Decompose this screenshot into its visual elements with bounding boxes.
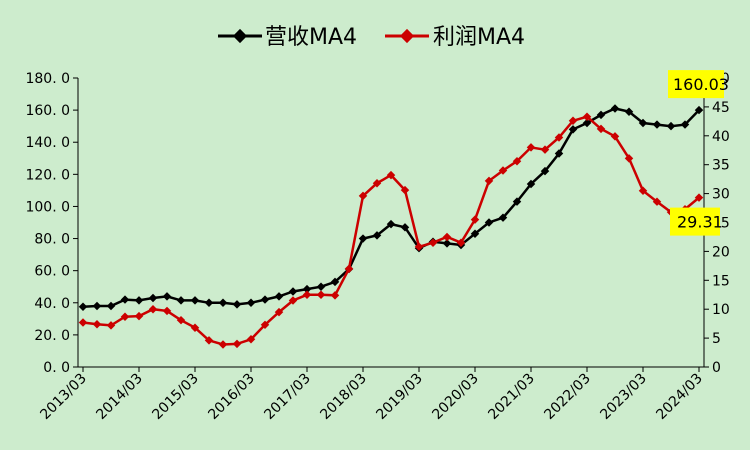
data-point[interactable] — [302, 290, 312, 299]
callout-profit: 29.31 — [670, 207, 723, 236]
data-point[interactable] — [386, 170, 396, 180]
data-point[interactable] — [218, 340, 228, 349]
data-point[interactable] — [288, 287, 298, 296]
data-point[interactable] — [148, 304, 158, 314]
data-point[interactable] — [274, 292, 284, 301]
data-point[interactable] — [344, 264, 354, 273]
series-revenue — [78, 104, 704, 312]
right-tick-label: 5 — [712, 331, 721, 347]
right-tick-label: 20 — [712, 244, 730, 260]
left-tick-label: 180. 0 — [25, 71, 70, 87]
data-point[interactable] — [190, 323, 200, 332]
data-point[interactable] — [442, 232, 452, 242]
data-point[interactable] — [204, 298, 214, 308]
data-point[interactable] — [106, 321, 116, 330]
left-tick-label: 40. 0 — [34, 296, 70, 312]
left-tick-label: 20. 0 — [34, 328, 70, 344]
data-point[interactable] — [330, 291, 340, 300]
data-point[interactable] — [400, 185, 410, 195]
data-point[interactable] — [400, 223, 410, 232]
data-point[interactable] — [78, 318, 88, 327]
right-tick-label: 0 — [712, 360, 721, 376]
data-point[interactable] — [442, 239, 452, 248]
data-point[interactable] — [288, 296, 298, 305]
data-point[interactable] — [456, 238, 466, 247]
data-point[interactable] — [78, 302, 88, 312]
left-tick-label: 0. 0 — [43, 360, 70, 376]
right-tick-label: 45 — [712, 100, 730, 116]
data-point[interactable] — [470, 229, 480, 238]
callout-profit-label: 29.31 — [677, 213, 723, 232]
data-point[interactable] — [386, 219, 396, 229]
data-point[interactable] — [428, 238, 438, 247]
data-point[interactable] — [316, 290, 326, 299]
right-tick-label: 15 — [712, 273, 730, 289]
data-point[interactable] — [120, 295, 130, 304]
data-point[interactable] — [106, 301, 116, 311]
data-point[interactable] — [372, 178, 382, 188]
data-point[interactable] — [372, 231, 382, 240]
data-point[interactable] — [232, 300, 242, 309]
data-point[interactable] — [232, 339, 242, 349]
data-point[interactable] — [414, 242, 424, 252]
legend-item-profit[interactable]: 利润MA4 — [385, 25, 525, 50]
data-point[interactable] — [470, 215, 480, 224]
data-point[interactable] — [316, 282, 326, 291]
right-tick-label: 35 — [712, 158, 730, 174]
left-tick-label: 80. 0 — [34, 232, 70, 248]
data-point[interactable] — [218, 298, 228, 308]
right-tick-label: 40 — [712, 129, 730, 145]
data-point[interactable] — [330, 277, 340, 287]
data-point[interactable] — [134, 311, 144, 321]
data-point[interactable] — [162, 306, 172, 316]
data-point[interactable] — [358, 234, 368, 243]
data-point[interactable] — [302, 284, 312, 294]
left-tick-label: 60. 0 — [34, 264, 70, 280]
legend-label-revenue: 营收MA4 — [265, 25, 357, 50]
data-point[interactable] — [176, 315, 186, 325]
data-point[interactable] — [498, 166, 508, 175]
right-tick-label: 10 — [712, 302, 730, 318]
left-tick-label: 120. 0 — [25, 167, 70, 183]
data-point[interactable] — [204, 336, 214, 345]
data-point[interactable] — [260, 295, 270, 304]
data-point[interactable] — [358, 191, 368, 201]
data-point[interactable] — [498, 213, 508, 222]
data-point[interactable] — [176, 296, 186, 305]
data-point[interactable] — [120, 312, 130, 321]
data-point[interactable] — [92, 319, 102, 329]
data-point[interactable] — [134, 296, 144, 305]
legend-marker-profit — [399, 28, 415, 44]
left-tick-label: 100. 0 — [25, 199, 70, 215]
data-point[interactable] — [92, 301, 102, 311]
data-point[interactable] — [246, 298, 256, 308]
series-profit — [78, 112, 704, 349]
data-point[interactable] — [190, 296, 200, 305]
legend-label-profit: 利润MA4 — [433, 25, 525, 50]
right-tick-label: 30 — [712, 187, 730, 203]
left-y-ticks: 0. 0 20. 0 40. 0 60. 0 80. 0 100. 0 120. 0 140.… — [25, 71, 78, 376]
data-point[interactable] — [260, 320, 270, 330]
callout-revenue: 160.03 — [668, 70, 729, 99]
callout-revenue-box — [668, 70, 724, 99]
data-point[interactable] — [246, 335, 256, 344]
left-tick-label: 140. 0 — [25, 135, 70, 151]
data-point[interactable] — [484, 218, 494, 227]
data-point[interactable] — [484, 176, 494, 186]
series-layer — [78, 104, 704, 349]
data-point[interactable] — [162, 292, 172, 301]
data-point[interactable] — [274, 307, 284, 317]
left-tick-label: 160. 0 — [25, 103, 70, 119]
callout-revenue-label: 160.03 — [673, 75, 729, 94]
data-point[interactable] — [148, 293, 158, 303]
callout-profit-box — [670, 207, 720, 236]
